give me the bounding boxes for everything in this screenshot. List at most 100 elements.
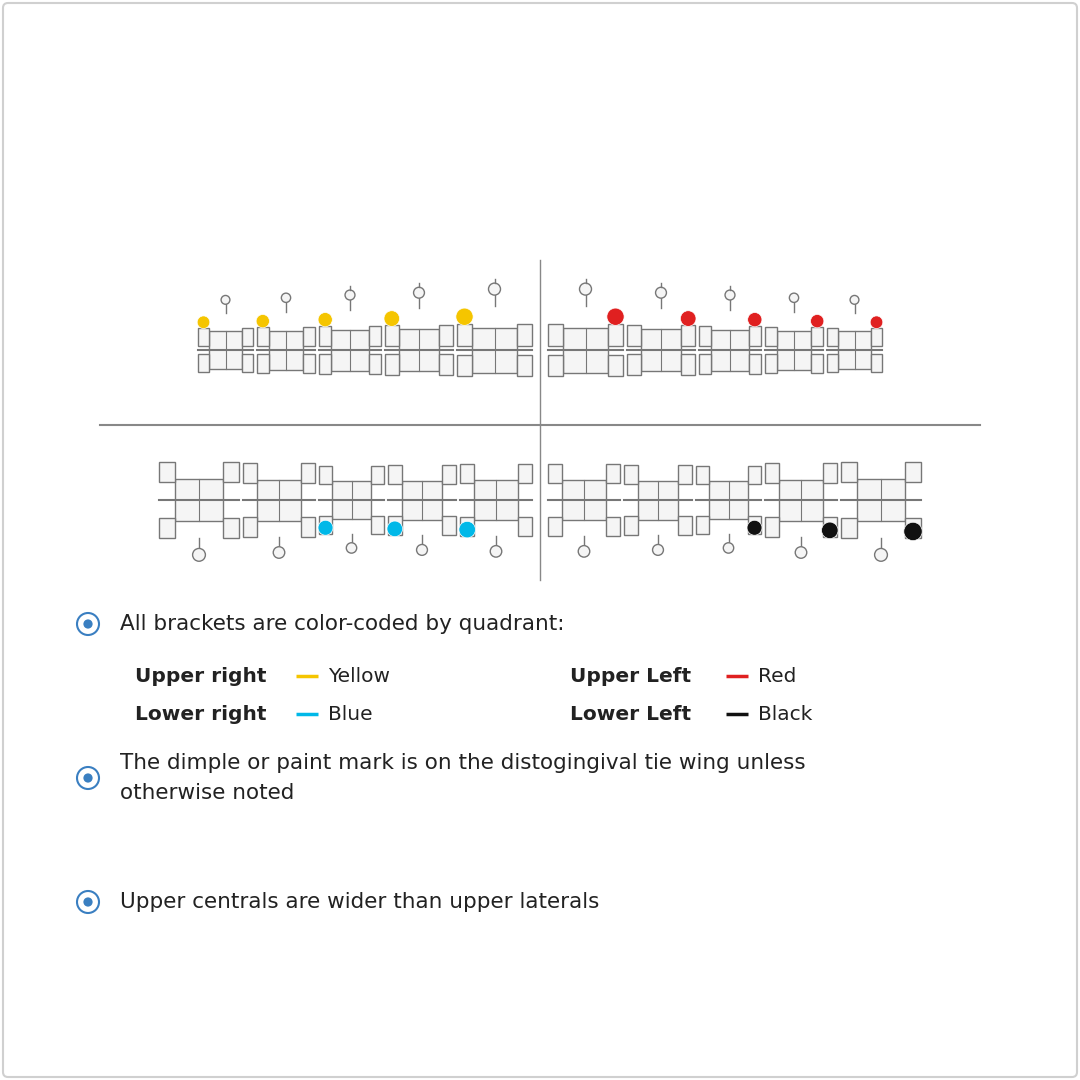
Bar (905, 462, 921, 482)
Bar (242, 328, 253, 347)
Circle shape (83, 773, 93, 783)
Circle shape (725, 291, 735, 300)
Circle shape (318, 521, 333, 536)
Text: Yellow: Yellow (328, 666, 390, 686)
Circle shape (384, 311, 400, 326)
Bar (811, 354, 823, 373)
Bar (838, 332, 870, 368)
Bar (563, 327, 608, 373)
Circle shape (870, 316, 882, 328)
Bar (765, 354, 777, 373)
Bar (368, 326, 381, 346)
Text: The dimple or paint mark is on the distogingival tie wing unless
otherwise noted: The dimple or paint mark is on the disto… (120, 753, 806, 804)
Bar (457, 354, 472, 376)
Bar (681, 354, 696, 375)
Bar (748, 467, 761, 484)
Circle shape (724, 543, 733, 553)
Bar (332, 482, 372, 518)
Bar (368, 354, 381, 374)
Bar (608, 354, 623, 376)
Circle shape (680, 311, 696, 326)
Bar (443, 516, 456, 535)
Bar (372, 467, 384, 484)
Bar (870, 328, 882, 347)
Circle shape (256, 314, 270, 328)
Circle shape (77, 891, 99, 913)
Circle shape (904, 523, 922, 541)
Bar (858, 478, 905, 522)
Text: All brackets are color-coded by quadrant:: All brackets are color-coded by quadrant… (120, 615, 565, 634)
Bar (748, 354, 761, 374)
Bar (319, 354, 332, 374)
Bar (474, 480, 517, 519)
Bar (606, 517, 620, 536)
Circle shape (387, 521, 403, 537)
Circle shape (747, 521, 762, 536)
Bar (319, 326, 332, 346)
Bar (242, 354, 253, 372)
Bar (678, 464, 692, 484)
Circle shape (656, 287, 666, 298)
Bar (699, 354, 712, 374)
Bar (460, 464, 474, 483)
Bar (399, 328, 440, 372)
Bar (319, 516, 332, 534)
FancyBboxPatch shape (3, 3, 1077, 1077)
Circle shape (347, 543, 356, 553)
Circle shape (459, 522, 475, 538)
Text: Upper centrals are wider than upper laterals: Upper centrals are wider than upper late… (120, 892, 599, 912)
Bar (332, 329, 368, 370)
Bar (640, 328, 681, 372)
Bar (748, 516, 761, 534)
Bar (765, 517, 780, 537)
Bar (678, 516, 692, 535)
Bar (699, 326, 712, 346)
Bar (257, 480, 300, 521)
Bar (780, 480, 823, 521)
Circle shape (273, 546, 285, 558)
Bar (402, 481, 443, 519)
Bar (548, 324, 563, 346)
Bar (443, 464, 456, 484)
Bar (823, 463, 837, 483)
Bar (257, 327, 269, 346)
Bar (517, 464, 532, 483)
Bar (517, 324, 532, 346)
Circle shape (850, 296, 859, 305)
Circle shape (192, 549, 205, 562)
Bar (624, 516, 637, 535)
Text: Upper right: Upper right (135, 666, 267, 686)
Bar (765, 463, 780, 483)
Bar (696, 516, 708, 534)
Circle shape (83, 619, 93, 629)
Bar (608, 324, 623, 346)
Text: Upper Left: Upper Left (570, 666, 691, 686)
Bar (712, 329, 748, 370)
Bar (460, 517, 474, 536)
Circle shape (789, 293, 798, 302)
Circle shape (488, 283, 500, 295)
Bar (905, 517, 921, 538)
Bar (269, 330, 303, 369)
Text: Red: Red (758, 666, 796, 686)
Bar (300, 463, 315, 483)
Circle shape (345, 291, 355, 300)
Text: Black: Black (758, 704, 812, 724)
Bar (624, 464, 637, 484)
Circle shape (580, 283, 592, 295)
Bar (627, 354, 640, 375)
Bar (777, 330, 811, 369)
Circle shape (83, 897, 93, 906)
Bar (696, 467, 708, 484)
Circle shape (221, 296, 230, 305)
Circle shape (875, 549, 888, 562)
Bar (472, 327, 517, 373)
Bar (372, 516, 384, 534)
Bar (384, 354, 399, 375)
Circle shape (607, 308, 624, 325)
Circle shape (414, 287, 424, 298)
Circle shape (490, 545, 502, 557)
Bar (303, 354, 315, 373)
Bar (548, 354, 563, 376)
Bar (841, 517, 858, 538)
